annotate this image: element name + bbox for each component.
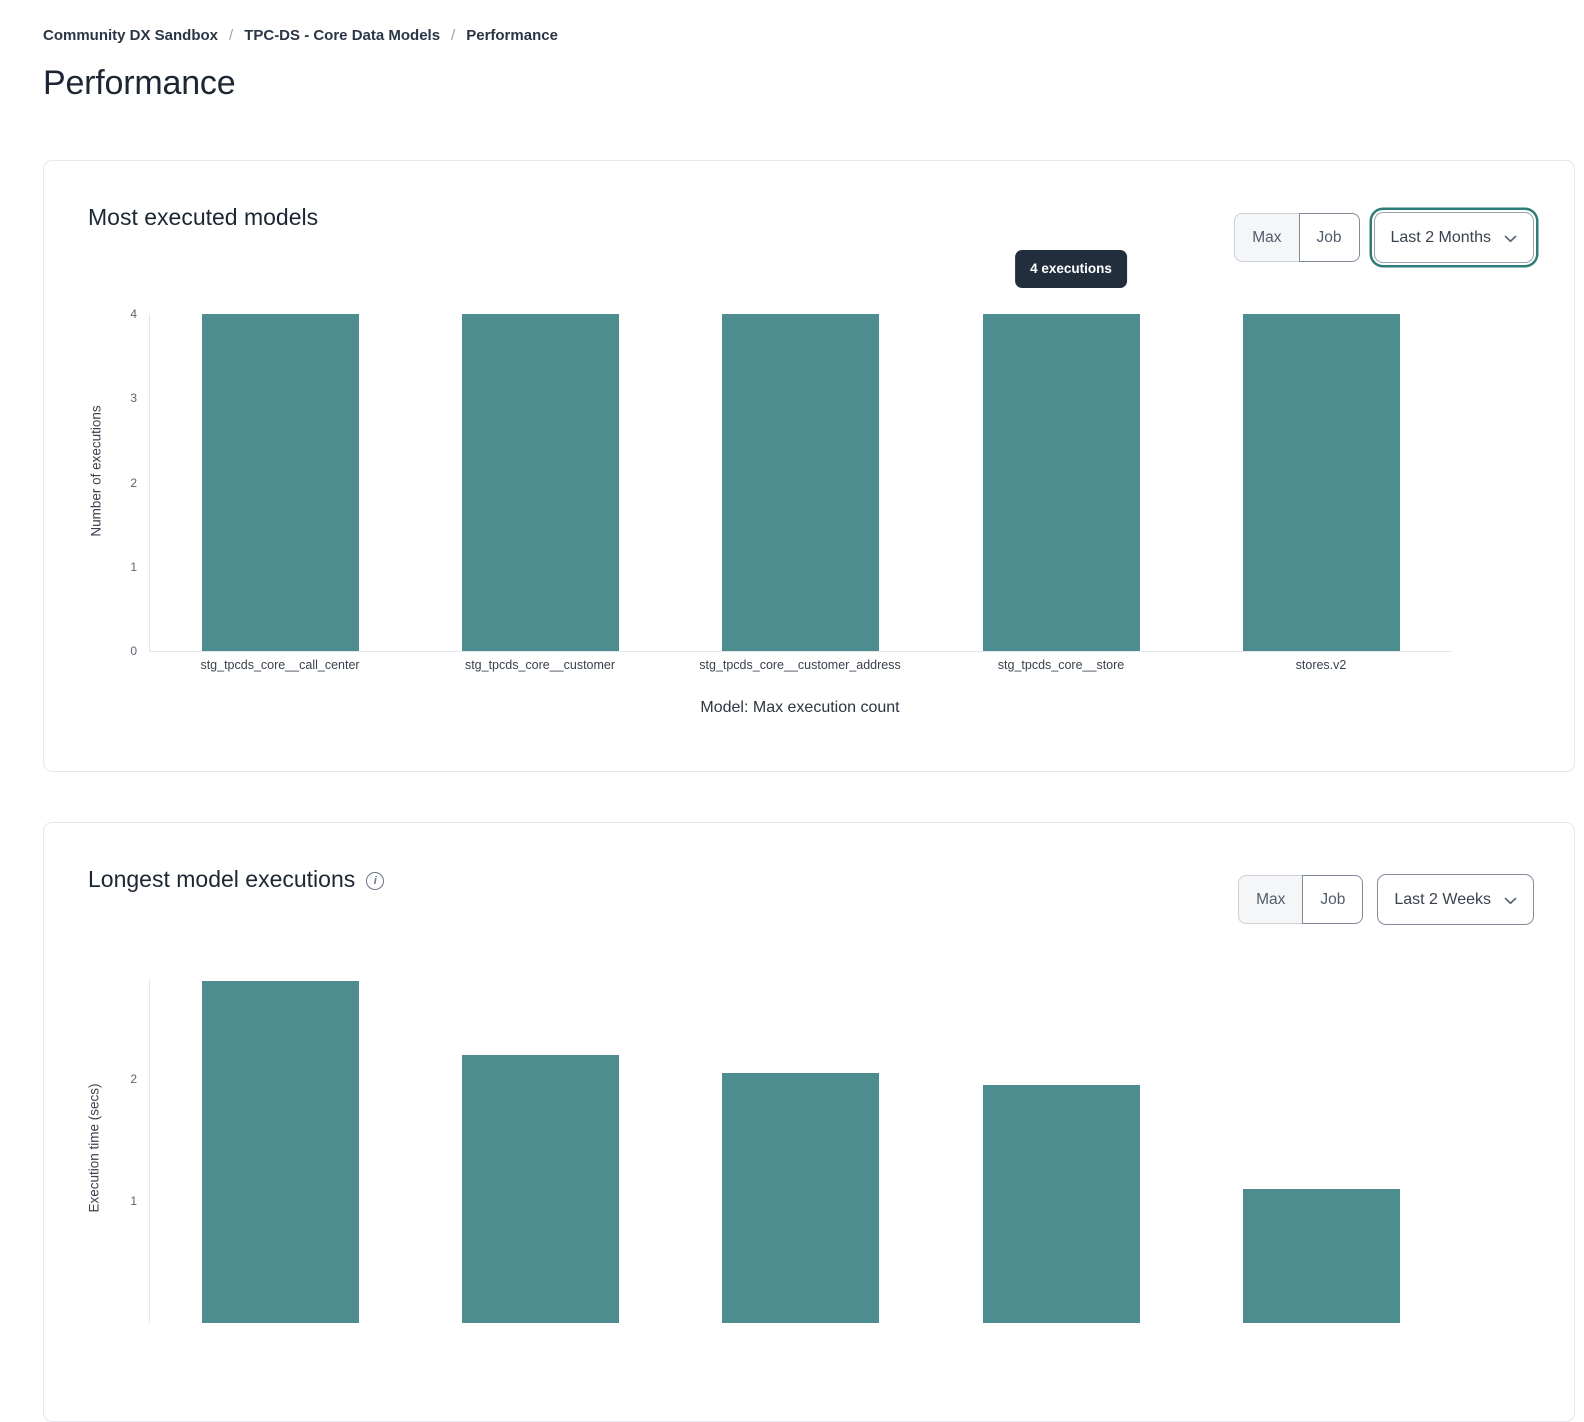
max-toggle-button[interactable]: Max xyxy=(1234,213,1299,262)
time-range-value: Last 2 Weeks xyxy=(1394,890,1491,908)
y-tick-label: 2 xyxy=(130,1072,137,1086)
max-job-toggle: Max Job xyxy=(1234,213,1360,262)
breadcrumb-item-environment[interactable]: TPC-DS - Core Data Models xyxy=(244,27,441,44)
breadcrumb-separator: / xyxy=(229,27,234,44)
page-title: Performance xyxy=(43,64,236,102)
most-executed-models-chart: Number of executions Model: Max executio… xyxy=(44,161,1574,771)
chart-title-most-executed-models: Most executed models xyxy=(88,204,318,231)
max-job-toggle: Max Job xyxy=(1238,875,1364,924)
x-tick-label: stg_tpcds_core__customer_address xyxy=(699,658,901,672)
time-range-dropdown[interactable]: Last 2 Months xyxy=(1373,212,1534,263)
chevron-down-icon xyxy=(1504,235,1517,242)
chart-controls: Max Job Last 2 Weeks xyxy=(1238,874,1534,925)
bar-stg_tpcds_core__call_center[interactable] xyxy=(201,314,359,651)
breadcrumb: Community DX Sandbox / TPC-DS - Core Dat… xyxy=(43,27,558,44)
max-toggle-button[interactable]: Max xyxy=(1238,875,1303,924)
chart-title-longest-model-executions: Longest model executions i xyxy=(88,866,385,893)
bar-col-3[interactable] xyxy=(721,1072,879,1323)
longest-model-executions-card: Longest model executions i Max Job Last … xyxy=(43,822,1575,1422)
bar-hover-tooltip: 4 executions xyxy=(1015,250,1127,288)
y-tick-label: 3 xyxy=(130,391,137,406)
breadcrumb-item-project[interactable]: Community DX Sandbox xyxy=(43,27,219,44)
y-axis-label: Number of executions xyxy=(88,405,104,537)
x-axis-caption: Model: Max execution count xyxy=(700,699,900,716)
bar-stg_tpcds_core__customer[interactable] xyxy=(461,314,619,651)
job-toggle-button[interactable]: Job xyxy=(1302,875,1364,924)
bar-stg_tpcds_core__store[interactable] xyxy=(982,314,1140,651)
chart-title-text: Most executed models xyxy=(88,204,319,230)
time-range-dropdown[interactable]: Last 2 Weeks xyxy=(1377,874,1534,925)
x-tick-label: stores.v2 xyxy=(1295,658,1347,672)
job-toggle-button[interactable]: Job xyxy=(1298,213,1360,262)
y-axis-line xyxy=(149,979,150,1323)
chart-title-text: Longest model executions xyxy=(88,866,356,892)
y-tick-label: 0 xyxy=(130,644,137,658)
x-tick-label: stg_tpcds_core__customer xyxy=(464,658,616,672)
x-axis-line xyxy=(149,651,1451,652)
bar-col-1[interactable] xyxy=(201,981,359,1323)
bar-stg_tpcds_core__customer_address[interactable] xyxy=(721,314,879,651)
bar-col-2[interactable] xyxy=(461,1054,619,1323)
time-range-value: Last 2 Months xyxy=(1390,228,1492,246)
bar-col-4[interactable] xyxy=(982,1085,1140,1323)
y-tick-label: 4 xyxy=(130,307,137,321)
chevron-down-icon xyxy=(1504,897,1517,904)
y-tick-label: 2 xyxy=(130,475,137,490)
y-tick-label: 1 xyxy=(130,559,137,574)
x-tick-label: stg_tpcds_core__call_center xyxy=(200,658,360,672)
breadcrumb-item-current: Performance xyxy=(466,27,558,44)
x-tick-label: stg_tpcds_core__store xyxy=(997,658,1125,672)
bar-col-5[interactable] xyxy=(1242,1188,1400,1323)
y-tick-label: 1 xyxy=(130,1194,137,1208)
most-executed-models-card: Most executed models Max Job Last 2 Mont… xyxy=(43,160,1575,772)
bar-stores.v2[interactable] xyxy=(1242,314,1400,651)
y-axis-line xyxy=(149,314,150,652)
info-circle-icon[interactable]: i xyxy=(366,871,385,890)
chart-controls: Max Job Last 2 Months xyxy=(1234,212,1534,263)
breadcrumb-separator: / xyxy=(451,27,456,44)
